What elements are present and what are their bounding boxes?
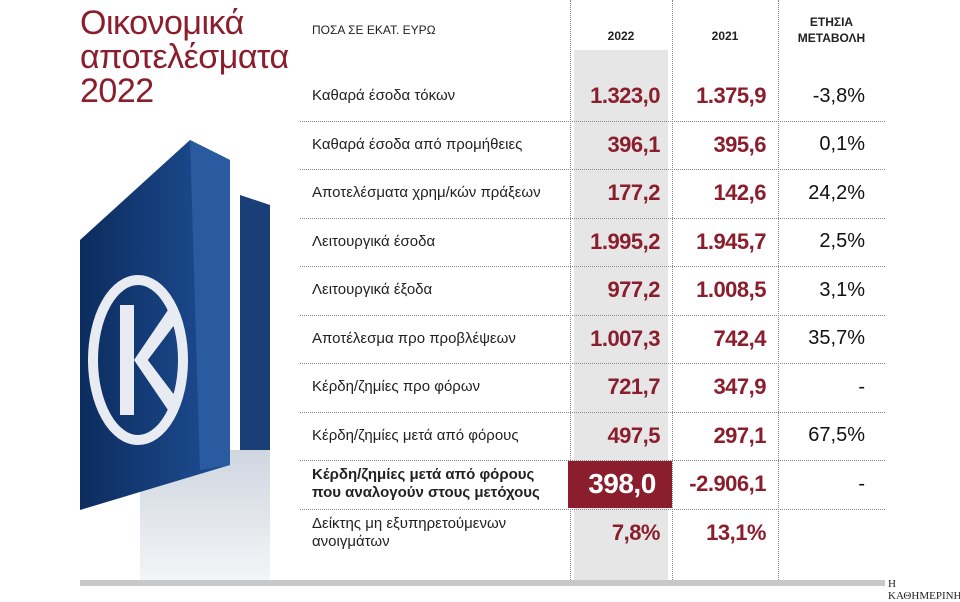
value-cell: 977,2 (607, 277, 660, 303)
title-line: 2022 (80, 72, 154, 110)
value-cell: 1.008,5 (696, 277, 766, 303)
value-cell: 177,2 (607, 180, 660, 206)
value-cell: 1.375,9 (696, 83, 766, 109)
value-cell: 742,4 (713, 325, 766, 351)
value-cell: 398,0 (588, 468, 656, 500)
column-header: ΠΟΣΑ ΣΕ ΕΚΑΤ. ΕΥΡΩ (312, 23, 436, 37)
row-separator (300, 169, 885, 170)
value-cell: 396,1 (607, 131, 660, 157)
row-separator (300, 266, 885, 267)
column-separator (570, 0, 571, 580)
row-label: Λειτουργικά έξοδα (312, 281, 433, 299)
row-label: Καθαρά έσοδα από προμήθειες (312, 135, 523, 153)
value-cell: 1.323,0 (590, 83, 660, 109)
bottom-bar (80, 580, 885, 586)
column-separator (778, 0, 779, 580)
row-separator (300, 314, 885, 316)
change-cell: 67,5% (808, 424, 865, 447)
value-cell: 7,8% (611, 519, 661, 545)
value-cell: 497,5 (607, 422, 660, 448)
row-separator (300, 460, 885, 461)
title-line: Οικονομικά (80, 4, 244, 42)
title-line: αποτελέσματα (80, 38, 289, 76)
value-cell: 347,9 (713, 374, 766, 400)
change-cell: 3,1% (819, 278, 865, 301)
value-cell: 721,7 (607, 374, 660, 400)
column-header: ΕΤΗΣΙΑ ΜΕΤΑΒΟΛΗ (797, 15, 866, 45)
title: Οικονομικά αποτελέσματα 2022 (80, 6, 289, 108)
value-cell: 395,6 (713, 131, 766, 157)
row-label: Κέρδη/ζημίες προ φόρων (312, 378, 481, 396)
change-cell: 35,7% (808, 327, 865, 350)
row-separator (300, 508, 885, 510)
row-label: Αποτέλεσμα προ προβλέψεων (312, 329, 516, 347)
bank-sign (80, 140, 270, 585)
change-cell: 2,5% (819, 230, 865, 253)
row-label: Κέρδη/ζημίες μετά από φόρους που αναλογο… (312, 466, 540, 502)
column-header: 2022 (607, 29, 635, 43)
row-label: Λειτουργικά έσοδα (312, 232, 436, 250)
value-cell: 1.945,7 (696, 228, 766, 254)
change-cell: -3,8% (812, 84, 865, 107)
value-cell: -2.906,1 (689, 471, 766, 497)
column-header: 2021 (711, 29, 739, 43)
change-cell: 0,1% (819, 133, 865, 156)
source: Η ΚΑΘΗΜΕΡΙΝΗ (888, 578, 960, 602)
change-cell: - (858, 375, 865, 398)
row-label: Αποτελέσματα χρημ/κών πράξεων (312, 184, 541, 202)
row-separator (300, 217, 885, 219)
value-cell: 297,1 (713, 422, 766, 448)
row-label: Καθαρά έσοδα τόκων (312, 87, 456, 105)
column-separator (672, 0, 673, 580)
value-cell: 13,1% (706, 519, 766, 545)
change-cell: 24,2% (808, 181, 865, 204)
value-cell: 1.995,2 (590, 228, 660, 254)
row-separator (300, 411, 885, 413)
row-label: Κέρδη/ζημίες μετά από φόρους (312, 426, 519, 444)
row-label: Δείκτης μη εξυπηρετούμενων ανοιγμάτων (312, 514, 507, 550)
change-cell (778, 509, 865, 558)
change-cell: - (858, 472, 865, 495)
value-cell: 1.007,3 (590, 325, 660, 351)
row-separator (300, 120, 885, 122)
row-separator (300, 363, 885, 364)
value-cell: 142,6 (713, 180, 766, 206)
highlight-cell (568, 461, 672, 508)
